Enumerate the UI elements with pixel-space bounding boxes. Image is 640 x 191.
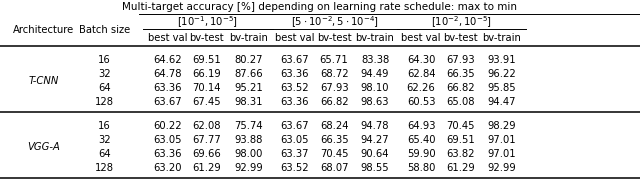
Text: 66.82: 66.82 bbox=[320, 97, 348, 107]
Text: 63.67: 63.67 bbox=[154, 97, 182, 107]
Text: 90.64: 90.64 bbox=[361, 149, 389, 159]
Text: 63.05: 63.05 bbox=[280, 135, 308, 145]
Text: 92.99: 92.99 bbox=[488, 163, 516, 173]
Text: 94.47: 94.47 bbox=[488, 97, 516, 107]
Text: 68.72: 68.72 bbox=[320, 69, 348, 79]
Text: 63.36: 63.36 bbox=[280, 97, 308, 107]
Text: 62.84: 62.84 bbox=[407, 69, 435, 79]
Text: 60.22: 60.22 bbox=[154, 121, 182, 131]
Text: 80.27: 80.27 bbox=[234, 55, 262, 65]
Text: 64.78: 64.78 bbox=[154, 69, 182, 79]
Text: 65.08: 65.08 bbox=[447, 97, 475, 107]
Text: 60.53: 60.53 bbox=[407, 97, 435, 107]
Text: VGG-A: VGG-A bbox=[27, 142, 60, 152]
Text: 83.38: 83.38 bbox=[361, 55, 389, 65]
Text: 68.07: 68.07 bbox=[320, 163, 348, 173]
Text: bv-train: bv-train bbox=[229, 33, 268, 43]
Text: 63.36: 63.36 bbox=[154, 83, 182, 93]
Text: bv-test: bv-test bbox=[189, 33, 224, 43]
Text: 63.67: 63.67 bbox=[280, 121, 308, 131]
Text: best val: best val bbox=[401, 33, 441, 43]
Text: 65.40: 65.40 bbox=[407, 135, 435, 145]
Text: 94.27: 94.27 bbox=[361, 135, 389, 145]
Text: 62.26: 62.26 bbox=[407, 83, 435, 93]
Text: 64: 64 bbox=[98, 83, 111, 93]
Text: 94.49: 94.49 bbox=[361, 69, 389, 79]
Text: Architecture: Architecture bbox=[13, 25, 74, 35]
Text: 63.36: 63.36 bbox=[280, 69, 308, 79]
Text: 63.67: 63.67 bbox=[280, 55, 308, 65]
Text: 69.51: 69.51 bbox=[193, 55, 221, 65]
Text: 66.82: 66.82 bbox=[447, 83, 475, 93]
Text: bv-train: bv-train bbox=[483, 33, 521, 43]
Text: 63.52: 63.52 bbox=[280, 83, 308, 93]
Text: 66.35: 66.35 bbox=[320, 135, 348, 145]
Text: 66.35: 66.35 bbox=[447, 69, 475, 79]
Text: 128: 128 bbox=[95, 163, 114, 173]
Text: 98.55: 98.55 bbox=[361, 163, 389, 173]
Text: 67.93: 67.93 bbox=[447, 55, 475, 65]
Text: 95.21: 95.21 bbox=[234, 83, 262, 93]
Text: $[10^{-2}, 10^{-5}]$: $[10^{-2}, 10^{-5}]$ bbox=[431, 14, 492, 30]
Text: 63.05: 63.05 bbox=[154, 135, 182, 145]
Text: 69.51: 69.51 bbox=[447, 135, 475, 145]
Text: 70.45: 70.45 bbox=[447, 121, 475, 131]
Text: 63.52: 63.52 bbox=[280, 163, 308, 173]
Text: 97.01: 97.01 bbox=[488, 149, 516, 159]
Text: best val: best val bbox=[275, 33, 314, 43]
Text: 16: 16 bbox=[98, 121, 111, 131]
Text: T-CNN: T-CNN bbox=[28, 76, 59, 86]
Text: 75.74: 75.74 bbox=[234, 121, 262, 131]
Text: $[10^{-1}, 10^{-5}]$: $[10^{-1}, 10^{-5}]$ bbox=[177, 14, 239, 30]
Text: 70.14: 70.14 bbox=[193, 83, 221, 93]
Text: 128: 128 bbox=[95, 97, 114, 107]
Text: 68.24: 68.24 bbox=[320, 121, 348, 131]
Text: bv-test: bv-test bbox=[317, 33, 351, 43]
Text: 64.93: 64.93 bbox=[407, 121, 435, 131]
Text: bv-train: bv-train bbox=[356, 33, 394, 43]
Text: 58.80: 58.80 bbox=[407, 163, 435, 173]
Text: 92.99: 92.99 bbox=[234, 163, 262, 173]
Text: 61.29: 61.29 bbox=[447, 163, 475, 173]
Text: 32: 32 bbox=[98, 69, 111, 79]
Text: 63.82: 63.82 bbox=[447, 149, 475, 159]
Text: 32: 32 bbox=[98, 135, 111, 145]
Text: 67.45: 67.45 bbox=[193, 97, 221, 107]
Text: 93.91: 93.91 bbox=[488, 55, 516, 65]
Text: best val: best val bbox=[148, 33, 188, 43]
Text: 16: 16 bbox=[98, 55, 111, 65]
Text: 59.90: 59.90 bbox=[407, 149, 435, 159]
Text: 93.88: 93.88 bbox=[234, 135, 262, 145]
Text: 87.66: 87.66 bbox=[234, 69, 262, 79]
Text: 96.22: 96.22 bbox=[488, 69, 516, 79]
Text: bv-test: bv-test bbox=[444, 33, 478, 43]
Text: $[5 \cdot 10^{-2}, 5 \cdot 10^{-4}]$: $[5 \cdot 10^{-2}, 5 \cdot 10^{-4}]$ bbox=[291, 14, 379, 30]
Text: 64.30: 64.30 bbox=[407, 55, 435, 65]
Text: 67.77: 67.77 bbox=[193, 135, 221, 145]
Text: 66.19: 66.19 bbox=[193, 69, 221, 79]
Text: 94.78: 94.78 bbox=[361, 121, 389, 131]
Text: 65.71: 65.71 bbox=[320, 55, 348, 65]
Text: 95.85: 95.85 bbox=[488, 83, 516, 93]
Text: 98.63: 98.63 bbox=[361, 97, 389, 107]
Text: 67.93: 67.93 bbox=[320, 83, 348, 93]
Text: 70.45: 70.45 bbox=[320, 149, 348, 159]
Text: 63.37: 63.37 bbox=[280, 149, 308, 159]
Text: Batch size: Batch size bbox=[79, 25, 130, 35]
Text: 98.31: 98.31 bbox=[234, 97, 262, 107]
Text: 64.62: 64.62 bbox=[154, 55, 182, 65]
Text: 62.08: 62.08 bbox=[193, 121, 221, 131]
Text: 61.29: 61.29 bbox=[193, 163, 221, 173]
Text: 63.36: 63.36 bbox=[154, 149, 182, 159]
Text: Multi-target accuracy [%] depending on learning rate schedule: max to min: Multi-target accuracy [%] depending on l… bbox=[122, 2, 518, 12]
Text: 97.01: 97.01 bbox=[488, 135, 516, 145]
Text: 63.20: 63.20 bbox=[154, 163, 182, 173]
Text: 69.66: 69.66 bbox=[193, 149, 221, 159]
Text: 64: 64 bbox=[98, 149, 111, 159]
Text: 98.00: 98.00 bbox=[234, 149, 262, 159]
Text: 98.10: 98.10 bbox=[361, 83, 389, 93]
Text: 98.29: 98.29 bbox=[488, 121, 516, 131]
